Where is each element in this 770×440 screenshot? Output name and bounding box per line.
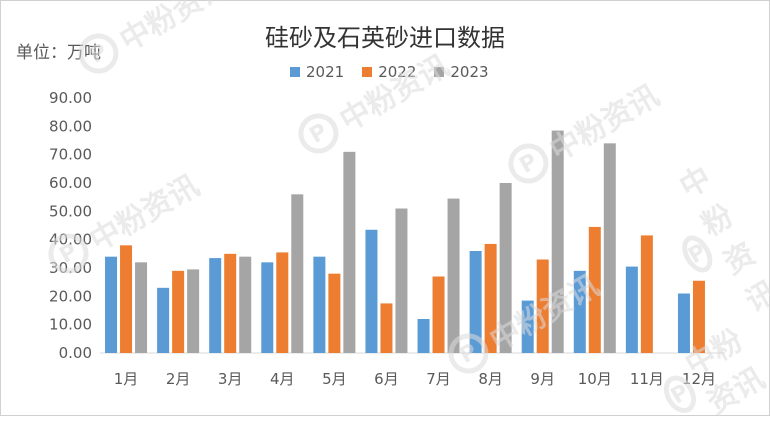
- x-tick-label: 2月: [166, 370, 191, 388]
- bar-2022-5月: [328, 273, 341, 353]
- bar-2022-7月: [432, 276, 445, 353]
- bar-2022-9月: [536, 259, 549, 353]
- x-tick-label: 4月: [270, 370, 295, 388]
- bar-2023-8月: [499, 183, 512, 353]
- bar-2022-12月: [692, 280, 705, 353]
- bar-2021-8月: [469, 251, 482, 353]
- legend-label-2021: 2021: [306, 63, 345, 81]
- y-tick-label: 30.00: [49, 259, 92, 277]
- bar-chart: 0.00 10.00 20.00 30.00 40.00 50.00 60.00 70.00 8…: [49, 89, 725, 388]
- x-tick-label: 1月: [114, 370, 139, 388]
- y-tick-label: 10.00: [49, 316, 92, 334]
- x-tick-label: 5月: [322, 370, 347, 388]
- x-tick-label: 8月: [478, 370, 503, 388]
- chart-legend: 2021 2022 2023: [290, 63, 489, 81]
- y-tick-label: 90.00: [49, 89, 92, 107]
- bar-2021-2月: [157, 287, 170, 353]
- bar-2023-10月: [603, 143, 616, 353]
- bar-2023-1月: [135, 262, 148, 353]
- bar-2023-6月: [395, 208, 408, 353]
- bar-2023-4月: [291, 194, 304, 353]
- bar-2021-3月: [209, 258, 222, 353]
- legend-item-2023: 2023: [434, 63, 489, 81]
- bar-2021-7月: [417, 319, 430, 353]
- y-tick-label: 40.00: [49, 231, 92, 249]
- x-tick-label: 6月: [374, 370, 399, 388]
- x-tick-label: 12月: [682, 370, 716, 388]
- y-tick-label: 20.00: [49, 287, 92, 305]
- bar-2022-1月: [120, 245, 133, 353]
- bar-2021-11月: [625, 266, 638, 353]
- bar-2022-11月: [640, 235, 653, 353]
- legend-swatch-2021: [290, 67, 300, 77]
- bar-2021-10月: [573, 270, 586, 353]
- bar-2021-6月: [365, 229, 378, 353]
- bar-2021-5月: [313, 256, 326, 353]
- bar-2021-9月: [521, 300, 534, 353]
- y-tick-label: 80.00: [49, 117, 92, 135]
- bar-2023-7月: [447, 198, 460, 353]
- legend-label-2023: 2023: [450, 63, 489, 81]
- bar-2021-4月: [261, 262, 274, 353]
- bar-2022-4月: [276, 252, 289, 353]
- bar-2022-8月: [484, 243, 497, 353]
- x-tick-label: 10月: [578, 370, 612, 388]
- bar-2022-2月: [172, 270, 185, 353]
- bar-2023-9月: [551, 130, 564, 353]
- bar-2021-12月: [677, 293, 690, 353]
- x-tick-label: 9月: [530, 370, 555, 388]
- x-tick-label: 11月: [630, 370, 664, 388]
- x-tick-label: 7月: [426, 370, 451, 388]
- bar-2023-5月: [343, 151, 356, 353]
- y-tick-label: 0.00: [59, 344, 92, 362]
- bar-2023-2月: [187, 269, 200, 353]
- unit-label: 单位：万吨: [16, 43, 101, 63]
- bar-2022-6月: [380, 303, 393, 353]
- legend-item-2021: 2021: [290, 63, 344, 81]
- y-tick-label: 70.00: [49, 146, 92, 164]
- bar-2023-3月: [239, 256, 252, 353]
- bar-2021-1月: [105, 256, 118, 353]
- legend-swatch-2023: [434, 67, 445, 77]
- bar-2022-3月: [224, 253, 237, 353]
- y-tick-label: 50.00: [49, 202, 92, 220]
- bar-2022-10月: [588, 226, 601, 353]
- legend-swatch-2022: [362, 67, 373, 77]
- y-tick-label: 60.00: [49, 174, 92, 192]
- legend-label-2022: 2022: [378, 63, 417, 81]
- chart-title: 硅砂及石英砂进口数据: [265, 24, 505, 52]
- x-tick-label: 3月: [218, 370, 243, 388]
- legend-item-2022: 2022: [362, 63, 416, 81]
